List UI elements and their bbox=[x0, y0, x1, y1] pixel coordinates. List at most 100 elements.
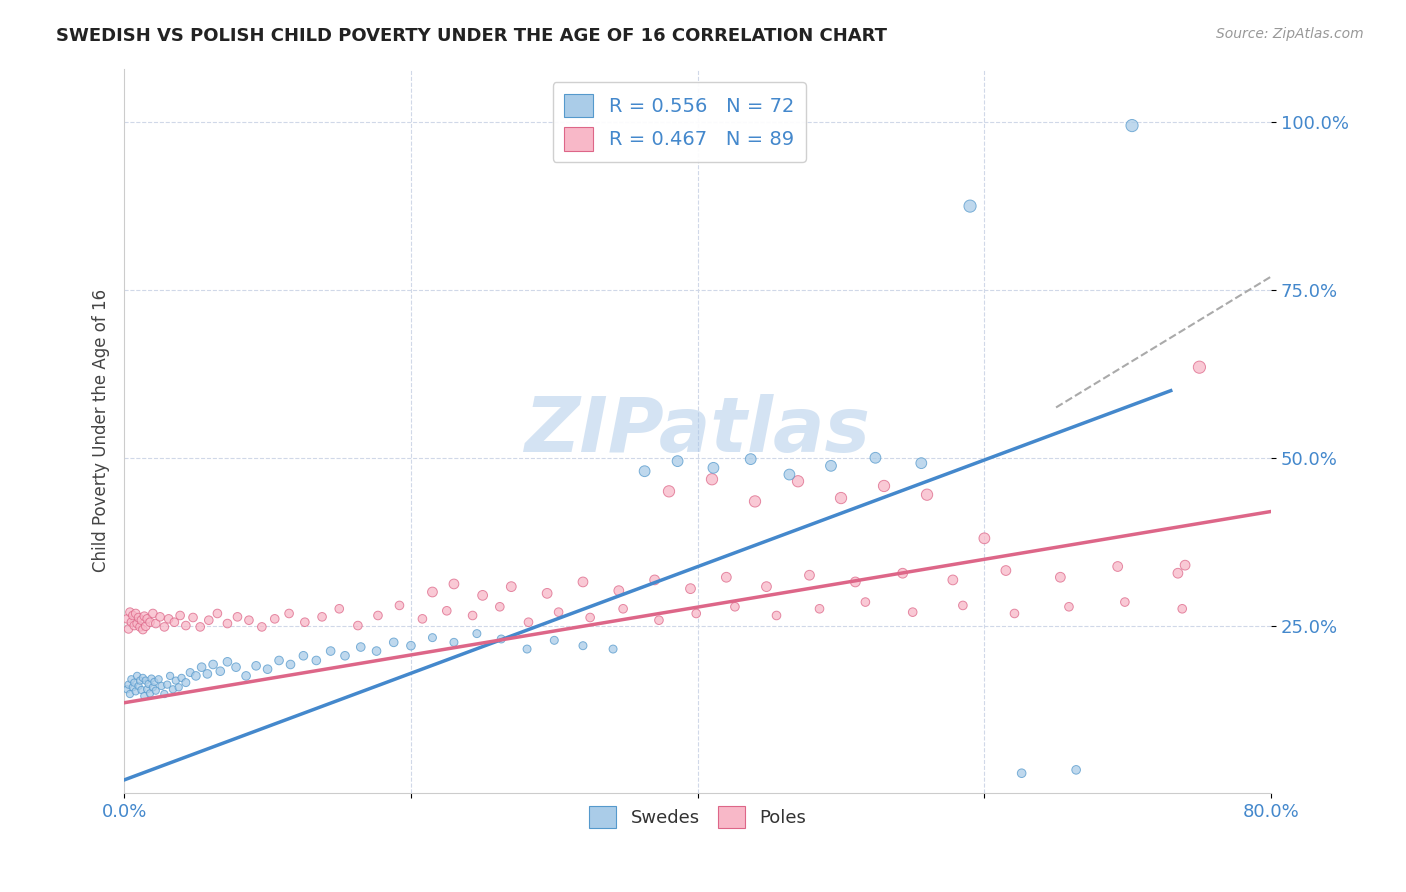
Point bbox=[145, 683, 167, 698]
Point bbox=[942, 573, 965, 587]
Point bbox=[612, 601, 634, 615]
Point bbox=[179, 665, 201, 680]
Point bbox=[131, 613, 153, 627]
Text: ZIPatlas: ZIPatlas bbox=[524, 394, 870, 468]
Point bbox=[501, 580, 523, 594]
Point bbox=[366, 644, 388, 658]
Point bbox=[602, 642, 624, 657]
Point bbox=[226, 610, 249, 624]
Point bbox=[305, 653, 328, 667]
Point bbox=[844, 574, 866, 589]
Point bbox=[159, 669, 181, 683]
Point bbox=[157, 612, 180, 626]
Point bbox=[516, 642, 538, 657]
Point bbox=[128, 679, 150, 693]
Point bbox=[238, 613, 260, 627]
Point bbox=[195, 666, 218, 681]
Point bbox=[744, 494, 766, 508]
Y-axis label: Child Poverty Under the Age of 16: Child Poverty Under the Age of 16 bbox=[93, 289, 110, 573]
Point bbox=[136, 612, 159, 626]
Point bbox=[256, 662, 278, 676]
Point bbox=[139, 615, 162, 630]
Point bbox=[122, 618, 145, 632]
Point bbox=[808, 601, 831, 615]
Point bbox=[367, 608, 389, 623]
Point bbox=[129, 673, 152, 688]
Point bbox=[1057, 599, 1080, 614]
Point bbox=[134, 609, 156, 624]
Point bbox=[488, 599, 510, 614]
Point bbox=[150, 679, 173, 693]
Point bbox=[388, 599, 411, 613]
Point bbox=[1188, 360, 1211, 375]
Point bbox=[143, 675, 166, 690]
Point bbox=[1011, 766, 1033, 780]
Point bbox=[225, 660, 247, 674]
Point bbox=[382, 635, 405, 649]
Point bbox=[118, 605, 141, 619]
Point bbox=[347, 618, 370, 632]
Point bbox=[799, 568, 821, 582]
Point bbox=[891, 566, 914, 581]
Point bbox=[165, 673, 187, 688]
Point bbox=[436, 604, 458, 618]
Point bbox=[1064, 763, 1087, 777]
Point bbox=[148, 672, 170, 686]
Point bbox=[517, 615, 540, 630]
Point bbox=[543, 633, 565, 648]
Point bbox=[633, 464, 655, 478]
Point bbox=[120, 615, 142, 630]
Point bbox=[131, 683, 153, 698]
Point bbox=[716, 570, 738, 584]
Point bbox=[134, 689, 156, 703]
Point bbox=[142, 607, 165, 621]
Point bbox=[190, 660, 212, 674]
Point bbox=[153, 687, 176, 701]
Point bbox=[422, 585, 444, 599]
Point bbox=[169, 608, 191, 623]
Point bbox=[167, 681, 190, 695]
Point bbox=[787, 475, 810, 489]
Point bbox=[245, 658, 267, 673]
Point bbox=[465, 626, 488, 640]
Point bbox=[679, 582, 702, 596]
Point bbox=[117, 678, 139, 692]
Point bbox=[685, 607, 707, 621]
Point bbox=[1114, 595, 1136, 609]
Point bbox=[115, 612, 138, 626]
Point bbox=[263, 612, 285, 626]
Point bbox=[1171, 601, 1194, 615]
Point bbox=[536, 586, 558, 600]
Point bbox=[422, 631, 444, 645]
Point bbox=[740, 452, 762, 467]
Point bbox=[120, 672, 142, 686]
Point bbox=[127, 669, 149, 683]
Point bbox=[702, 460, 724, 475]
Legend: Swedes, Poles: Swedes, Poles bbox=[582, 798, 814, 835]
Point bbox=[461, 608, 484, 623]
Point bbox=[162, 682, 184, 697]
Point bbox=[959, 199, 981, 213]
Point bbox=[149, 610, 172, 624]
Point bbox=[901, 605, 924, 619]
Point bbox=[217, 655, 239, 669]
Point bbox=[125, 607, 148, 621]
Point bbox=[121, 608, 143, 623]
Text: SWEDISH VS POLISH CHILD POVERTY UNDER THE AGE OF 16 CORRELATION CHART: SWEDISH VS POLISH CHILD POVERTY UNDER TH… bbox=[56, 27, 887, 45]
Point bbox=[572, 639, 595, 653]
Point bbox=[294, 615, 316, 630]
Point bbox=[145, 616, 167, 631]
Point bbox=[115, 682, 138, 697]
Point bbox=[135, 619, 157, 633]
Point bbox=[319, 644, 342, 658]
Point bbox=[153, 620, 176, 634]
Point bbox=[443, 635, 465, 649]
Point bbox=[139, 686, 162, 700]
Point bbox=[952, 599, 974, 613]
Point bbox=[156, 678, 179, 692]
Point bbox=[1121, 119, 1143, 133]
Point bbox=[128, 610, 150, 624]
Point bbox=[163, 615, 186, 630]
Point bbox=[117, 622, 139, 636]
Point bbox=[135, 673, 157, 688]
